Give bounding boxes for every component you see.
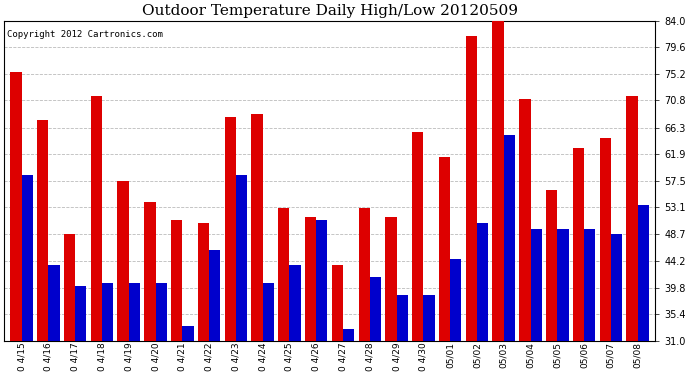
Text: Copyright 2012 Cartronics.com: Copyright 2012 Cartronics.com: [8, 30, 164, 39]
Bar: [117, 181, 129, 341]
Bar: [225, 117, 236, 341]
Bar: [412, 132, 424, 341]
Bar: [155, 284, 167, 341]
Bar: [450, 259, 462, 341]
Bar: [370, 277, 381, 341]
Bar: [182, 326, 193, 341]
Bar: [209, 250, 220, 341]
Bar: [558, 229, 569, 341]
Bar: [520, 99, 531, 341]
Bar: [546, 190, 558, 341]
Bar: [21, 175, 33, 341]
Bar: [385, 217, 397, 341]
Bar: [48, 265, 59, 341]
Bar: [102, 284, 113, 341]
Bar: [236, 175, 247, 341]
Bar: [37, 120, 48, 341]
Bar: [439, 156, 450, 341]
Bar: [504, 135, 515, 341]
Bar: [144, 202, 155, 341]
Bar: [64, 234, 75, 341]
Bar: [10, 72, 21, 341]
Bar: [278, 208, 289, 341]
Bar: [289, 265, 301, 341]
Bar: [397, 296, 408, 341]
Bar: [477, 223, 489, 341]
Bar: [251, 114, 263, 341]
Bar: [332, 265, 343, 341]
Bar: [198, 223, 209, 341]
Bar: [573, 147, 584, 341]
Bar: [263, 284, 274, 341]
Bar: [424, 296, 435, 341]
Title: Outdoor Temperature Daily High/Low 20120509: Outdoor Temperature Daily High/Low 20120…: [141, 4, 518, 18]
Bar: [316, 220, 328, 341]
Bar: [129, 284, 140, 341]
Bar: [493, 15, 504, 341]
Bar: [531, 229, 542, 341]
Bar: [584, 229, 595, 341]
Bar: [611, 234, 622, 341]
Bar: [359, 208, 370, 341]
Bar: [466, 36, 477, 341]
Bar: [171, 220, 182, 341]
Bar: [600, 138, 611, 341]
Bar: [75, 286, 86, 341]
Bar: [638, 205, 649, 341]
Bar: [343, 328, 354, 341]
Bar: [627, 96, 638, 341]
Bar: [90, 96, 102, 341]
Bar: [305, 217, 316, 341]
